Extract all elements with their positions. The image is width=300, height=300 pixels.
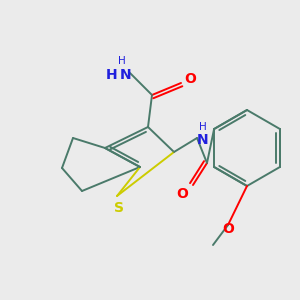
Text: N: N <box>120 68 132 82</box>
Text: S: S <box>114 201 124 215</box>
Text: N: N <box>197 133 209 147</box>
Text: O: O <box>184 72 196 86</box>
Text: H: H <box>106 68 118 82</box>
Text: H: H <box>118 56 126 66</box>
Text: H: H <box>199 122 207 132</box>
Text: O: O <box>222 222 234 236</box>
Text: O: O <box>176 187 188 201</box>
